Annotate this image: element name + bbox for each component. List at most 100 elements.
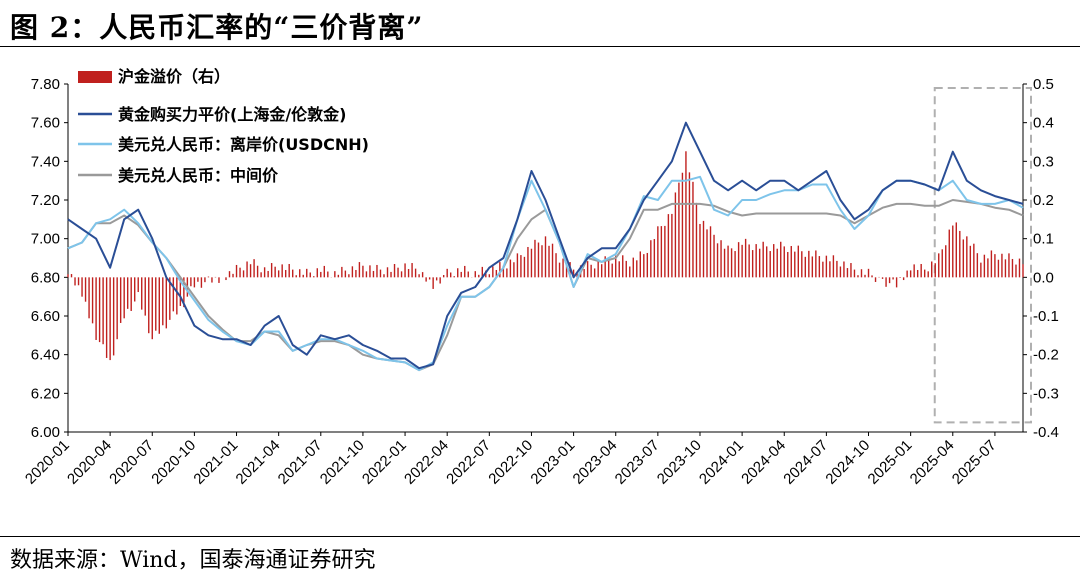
premium-bar <box>997 259 1000 278</box>
premium-bar <box>162 277 164 326</box>
premium-bar <box>179 277 182 306</box>
premium-bar <box>822 261 824 278</box>
x-tick-label: 2021-10 <box>317 437 368 488</box>
premium-bar <box>938 253 940 278</box>
premium-bar <box>541 245 543 278</box>
premium-bar <box>435 277 438 281</box>
premium-bar <box>299 269 301 278</box>
premium-bar <box>151 277 153 340</box>
premium-bar <box>112 277 115 356</box>
premium-bar <box>306 268 308 278</box>
premium-bar <box>320 271 322 278</box>
premium-bar <box>169 277 171 320</box>
premium-bar <box>292 269 294 278</box>
premium-bar <box>990 250 993 278</box>
premium-bar <box>671 213 673 278</box>
premium-bar <box>790 246 792 278</box>
premium-bar <box>783 246 785 278</box>
premium-bar <box>622 255 624 278</box>
premium-bar <box>242 270 245 278</box>
premium-bar <box>218 277 220 283</box>
premium-bar <box>506 268 508 278</box>
premium-bar <box>643 254 645 278</box>
premium-bar <box>358 262 361 278</box>
premium-bar <box>776 248 778 278</box>
premium-bar <box>91 277 94 324</box>
left-tick-label: 6.40 <box>31 347 60 364</box>
premium-bar <box>720 240 722 278</box>
premium-bar <box>102 277 104 345</box>
premium-bar <box>165 277 168 329</box>
premium-bar <box>639 251 641 278</box>
premium-bar <box>77 277 80 286</box>
premium-bar <box>523 256 526 278</box>
premium-bar <box>653 239 656 278</box>
premium-bar <box>446 268 448 278</box>
premium-bar <box>769 251 771 278</box>
premium-bar <box>439 277 441 284</box>
legend-label: 美元兑人民币：中间价 <box>118 166 279 185</box>
premium-bar <box>664 225 666 278</box>
premium-bar <box>284 269 287 278</box>
premium-bar <box>386 267 389 278</box>
premium-bar <box>249 264 252 278</box>
premium-bar <box>502 265 505 278</box>
premium-bar <box>913 264 915 278</box>
premium-bar <box>1011 258 1014 278</box>
premium-bar <box>344 270 347 278</box>
source-note: 数据来源：Wind，国泰海通证券研究 <box>10 548 376 573</box>
x-tick-label: 2022-01 <box>359 437 410 488</box>
premium-bar <box>379 269 382 278</box>
premium-bar <box>155 277 157 331</box>
premium-bar <box>414 268 417 278</box>
premium-bar <box>945 245 947 278</box>
premium-bar <box>309 272 311 278</box>
left-tick-label: 6.60 <box>31 308 60 325</box>
x-tick-label: 2021-07 <box>275 437 326 488</box>
x-tick-label: 2023-10 <box>654 437 705 488</box>
premium-bar <box>839 266 842 278</box>
premium-bar <box>685 151 687 278</box>
legend-label: 黄金购买力平价(上海金/伦敦金) <box>118 105 346 124</box>
premium-bar <box>600 264 603 278</box>
right-tick-label: -0.2 <box>1033 347 1059 364</box>
premium-bar <box>730 248 733 278</box>
premium-bar <box>959 230 961 278</box>
premium-bar <box>906 270 908 278</box>
premium-bar <box>744 238 747 278</box>
right-tick-label: 0.0 <box>1033 269 1054 286</box>
right-tick-label: 0.5 <box>1033 76 1054 93</box>
source-rule <box>0 536 1080 537</box>
premium-bar <box>734 251 736 278</box>
premium-bar <box>618 261 620 278</box>
premium-bar <box>818 256 821 278</box>
premium-bar <box>941 249 943 278</box>
x-tick-label: 2024-01 <box>696 437 747 488</box>
premium-bar <box>980 262 982 278</box>
premium-bar <box>211 277 213 283</box>
right-tick-label: 0.1 <box>1033 231 1054 248</box>
premium-bar <box>327 271 329 278</box>
premium-bar <box>95 277 97 340</box>
premium-bar <box>348 274 350 278</box>
premium-bar <box>674 192 677 278</box>
premium-bar <box>593 268 596 278</box>
premium-bar <box>281 264 283 278</box>
premium-bar <box>362 265 364 278</box>
left-tick-label: 7.60 <box>31 115 60 132</box>
premium-bar <box>709 226 712 278</box>
premium-bar <box>84 277 87 302</box>
premium-bar <box>488 274 491 278</box>
premium-bar <box>495 269 498 278</box>
premium-bar <box>797 245 799 278</box>
premium-bar <box>983 254 986 278</box>
premium-bar <box>98 277 101 343</box>
premium-bar <box>923 269 926 278</box>
premium-bar <box>969 245 972 278</box>
premium-bar <box>369 265 371 278</box>
premium-bar <box>762 241 764 278</box>
premium-bar <box>295 275 297 278</box>
premium-bar <box>256 265 259 278</box>
premium-bar <box>432 277 434 289</box>
title-rule <box>0 46 1080 47</box>
